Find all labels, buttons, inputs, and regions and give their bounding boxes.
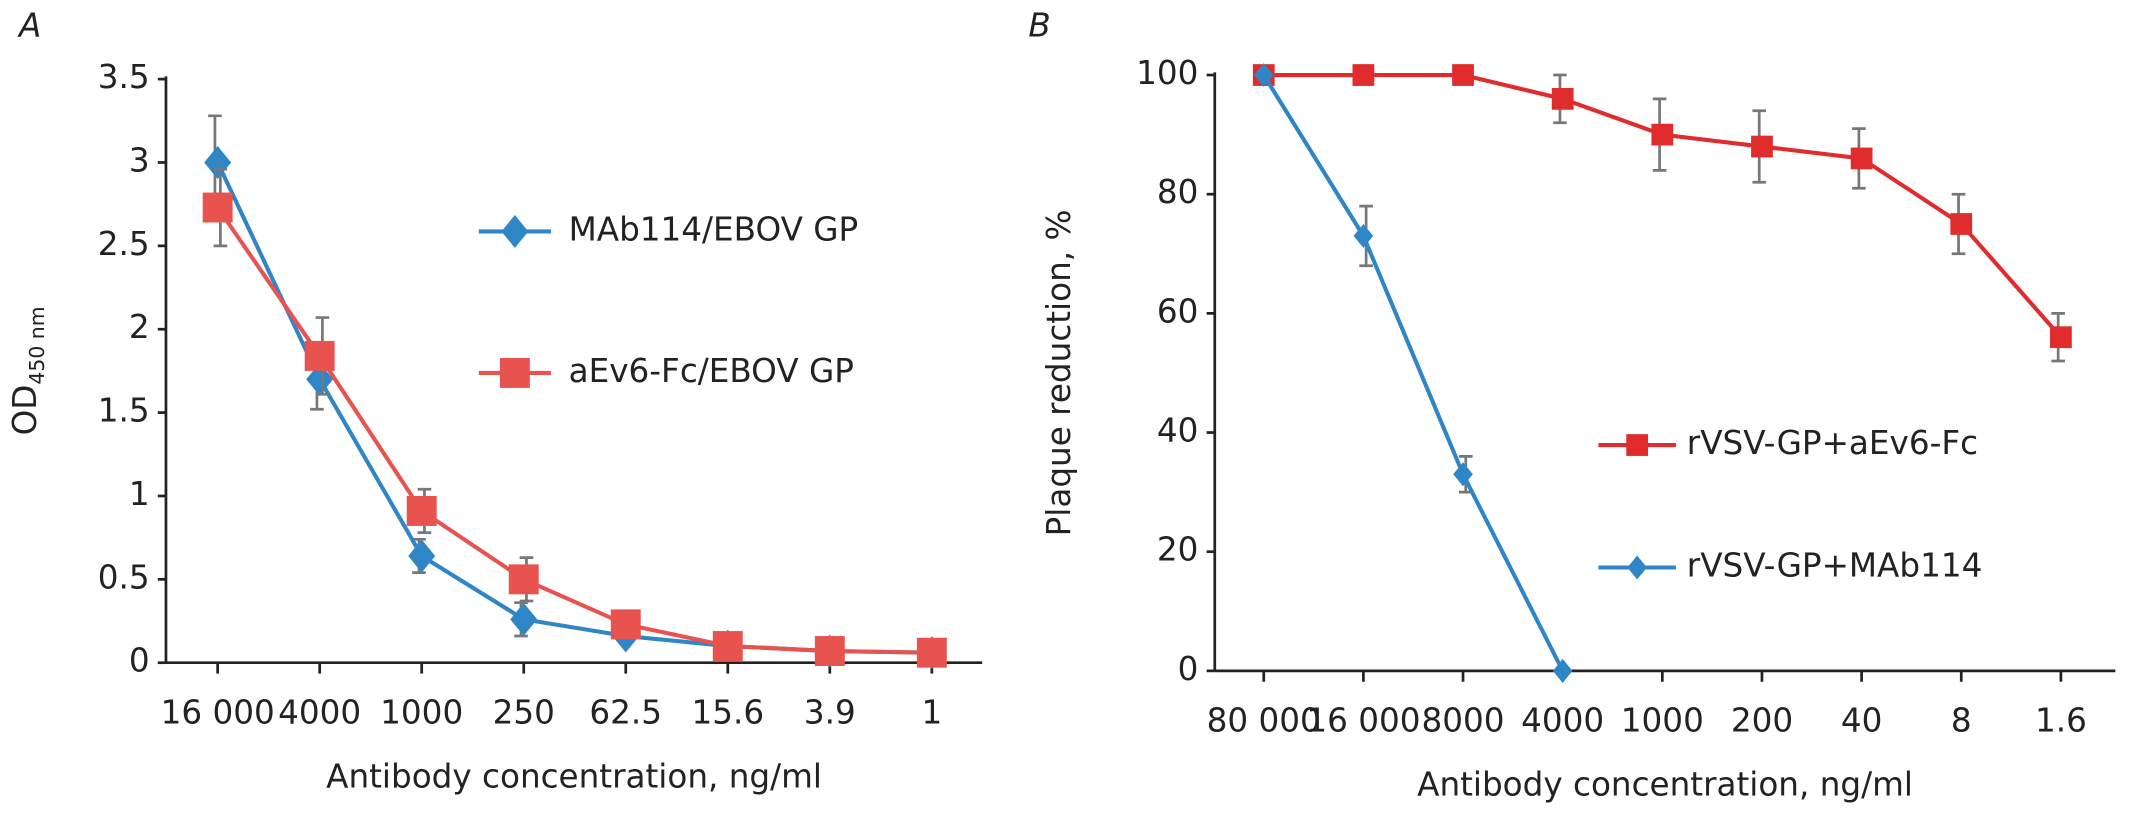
marker <box>1751 135 1773 158</box>
marker <box>1253 63 1274 88</box>
marker <box>1651 123 1674 146</box>
marker <box>508 564 539 595</box>
x-tick-label: 250 <box>493 693 555 731</box>
marker <box>304 340 335 371</box>
series <box>202 167 947 668</box>
x-tick-label: 1 <box>921 693 942 731</box>
marker <box>499 357 530 388</box>
series-line <box>215 206 932 655</box>
x-tick-label: 8000 <box>1422 702 1505 740</box>
y-tick-label: 0 <box>129 642 150 680</box>
marker <box>202 192 233 223</box>
y-tick-label: 3.5 <box>98 58 150 96</box>
y-label-main: OD <box>6 385 44 436</box>
series <box>1252 64 2072 363</box>
x-axis-label: Antibody concentration, ng/ml <box>1417 765 1913 803</box>
panel-label: B <box>1028 6 1050 44</box>
marker <box>1551 87 1574 110</box>
x-tick-label: 62.5 <box>589 693 662 731</box>
marker <box>306 362 334 396</box>
y-label-sub: 450 nm <box>25 306 49 384</box>
x-tick-label: 16 000 <box>1306 702 1420 740</box>
marker <box>501 215 529 248</box>
marker <box>510 602 538 636</box>
x-tick-label: 1.6 <box>2035 702 2087 740</box>
y-axis-label: Plaque reduction, % <box>1040 210 1078 537</box>
marker <box>1453 462 1473 487</box>
y-tick-label: 2 <box>129 308 150 346</box>
marker <box>1352 64 1375 86</box>
legend-label: MAb114/EBOV GP <box>569 210 859 248</box>
y-tick-label: 60 <box>1157 292 1199 330</box>
marker <box>1626 434 1649 456</box>
y-tick-label: 3 <box>129 141 150 179</box>
y-label-main: Plaque reduction, % <box>1040 210 1078 537</box>
y-tick-label: 100 <box>1136 54 1198 92</box>
x-tick-label: 3.9 <box>804 693 856 731</box>
series <box>204 114 946 670</box>
y-axis-label: OD450 nm <box>6 306 49 435</box>
x-tick-label: 16 000 <box>161 693 275 731</box>
marker <box>406 496 437 526</box>
marker <box>610 609 641 640</box>
y-tick-label: 80 <box>1157 173 1199 211</box>
series-line <box>1262 73 1565 672</box>
y-tick-label: 20 <box>1157 531 1199 569</box>
y-tick-label: 0.5 <box>98 558 150 596</box>
marker <box>204 146 232 179</box>
x-axis-label: Antibody concentration, ng/ml <box>326 757 822 795</box>
x-tick-label: 40 <box>1841 702 1883 740</box>
marker <box>1850 147 1873 170</box>
series-line <box>1263 72 2063 339</box>
legend-label: aEv6-Fc/EBOV GP <box>569 352 854 390</box>
x-tick-label: 15.6 <box>691 693 764 731</box>
marker <box>814 636 845 666</box>
x-tick-label: 4000 <box>278 693 361 731</box>
marker <box>916 637 947 668</box>
y-tick-label: 0 <box>1178 650 1199 688</box>
legend-label: rVSV-GP+MAb114 <box>1687 546 1983 584</box>
marker <box>2050 326 2072 349</box>
x-tick-label: 1000 <box>1621 702 1704 740</box>
y-tick-label: 1 <box>129 475 150 513</box>
marker <box>1950 213 1973 235</box>
y-tick-label: 40 <box>1157 412 1199 450</box>
marker <box>1353 223 1374 248</box>
x-tick-label: 4000 <box>1521 702 1604 740</box>
marker <box>1552 658 1573 683</box>
y-tick-label: 2.5 <box>98 225 150 263</box>
x-tick-label: 1000 <box>380 693 463 731</box>
x-tick-label: 80 000 <box>1207 702 1321 740</box>
legend-label: rVSV-GP+aEv6-Fc <box>1687 424 1978 462</box>
x-tick-label: 200 <box>1731 702 1793 740</box>
series <box>1253 63 1573 683</box>
panel-label: A <box>17 6 41 44</box>
marker <box>1627 555 1647 580</box>
y-tick-label: 1.5 <box>98 392 150 430</box>
marker <box>1452 64 1474 86</box>
marker <box>408 539 436 573</box>
marker <box>712 631 743 661</box>
x-tick-label: 8 <box>1951 702 1972 740</box>
